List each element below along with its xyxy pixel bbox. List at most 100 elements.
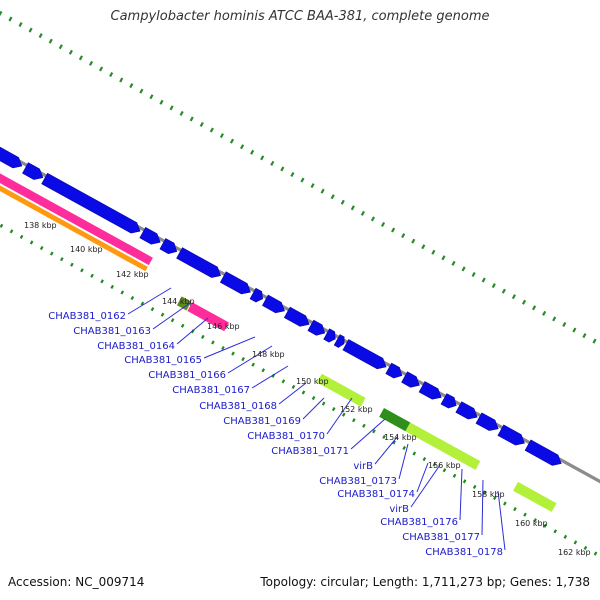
outer-tick: [139, 88, 144, 94]
outer-tick: [441, 255, 446, 261]
gene-labels: CHAB381_0162 CHAB381_0163 CHAB381_0164 CHAB…: [48, 311, 503, 558]
gene-label: CHAB381_0169: [223, 416, 301, 427]
forward-gene: [283, 306, 310, 327]
forward-gene: [159, 238, 178, 255]
outer-tick: [310, 183, 315, 189]
label-leader: [481, 479, 484, 536]
scale-tick: [231, 351, 235, 356]
outer-tick: [99, 66, 104, 72]
outer-tick: [511, 294, 516, 300]
scale-tick: [29, 240, 34, 245]
feature-lime-1: [317, 373, 366, 407]
scale-tick: [553, 529, 558, 534]
label-leader: [127, 287, 172, 315]
scale-tick: [583, 545, 588, 551]
scale-tick: [80, 268, 84, 273]
feature-magenta-short: [187, 302, 229, 332]
outer-tick: [290, 171, 295, 177]
scale-tick: [372, 429, 376, 434]
scale-tick: [412, 451, 417, 456]
forward-gene: [440, 393, 457, 409]
forward-gene: [342, 339, 387, 370]
scale-tick: [503, 501, 507, 506]
scale-tick: [442, 468, 447, 473]
forward-gene: [41, 172, 141, 234]
scale-tick: [493, 495, 497, 501]
forward-gene: [385, 362, 403, 379]
scale-tick: [593, 551, 598, 556]
scale-tick: [513, 507, 517, 512]
gene-label: CHAB381_0178: [425, 547, 503, 558]
label-leader: [326, 397, 353, 435]
label-leader: [278, 382, 307, 405]
forward-gene: [497, 424, 525, 446]
outer-tick: [521, 299, 527, 305]
outer-tick: [562, 321, 567, 327]
outer-tick: [0, 10, 3, 16]
label-leader: [251, 365, 289, 389]
accession-text: Accession: NC_009714: [8, 575, 145, 589]
scale-tick: [120, 290, 125, 295]
gene-label: CHAB381_0163: [73, 326, 151, 337]
scale-ring: [0, 223, 598, 556]
feature-tracks: [0, 173, 557, 512]
map-title: Campylobacter hominis ATCC BAA-381, comp…: [110, 9, 490, 24]
gene-label: CHAB381_0177: [402, 532, 480, 543]
feature-magenta-long: [0, 173, 153, 266]
outer-tick: [119, 77, 124, 83]
kbp-label: 162 kbp: [558, 548, 591, 557]
scale-tick: [573, 540, 578, 545]
label-leader: [227, 345, 273, 374]
forward-gene: [401, 371, 420, 388]
forward-gene: [475, 412, 499, 431]
forward-gene: [455, 401, 478, 420]
gene-label: virB: [389, 504, 409, 515]
scale-tick: [402, 445, 407, 451]
outer-tick: [431, 249, 436, 255]
feature-lime-3: [513, 481, 557, 512]
kbp-label: 152 kbp: [340, 405, 373, 414]
outer-tick: [592, 338, 597, 344]
outer-tick: [179, 110, 184, 116]
scale-tick: [452, 473, 457, 478]
outer-tick: [129, 83, 134, 89]
forward-gene: [418, 381, 442, 400]
scale-tick: [382, 434, 386, 439]
outer-tick: [109, 72, 114, 78]
feature-olive: [176, 296, 192, 311]
kbp-label: 138 kbp: [24, 221, 57, 230]
outer-tick: [330, 194, 335, 200]
forward-gene: [333, 334, 345, 348]
forward-gene: [261, 294, 285, 314]
outer-tick: [411, 238, 416, 244]
label-leader: [152, 302, 191, 330]
scale-tick: [563, 534, 568, 539]
scale-tick: [49, 251, 54, 256]
outer-tick: [401, 233, 406, 239]
kbp-label: 142 kbp: [116, 270, 149, 279]
outer-tick: [532, 305, 537, 311]
scale-tick: [110, 284, 114, 289]
outer-tick: [280, 166, 285, 172]
label-leader: [416, 462, 429, 493]
outer-tick: [552, 316, 557, 322]
outer-tick: [48, 38, 53, 44]
gene-label: CHAB381_0171: [271, 446, 349, 457]
label-leader: [497, 490, 506, 551]
outer-tick: [491, 283, 496, 289]
gene-label: CHAB381_0166: [148, 370, 226, 381]
scale-tick: [301, 390, 306, 395]
outer-tick: [260, 155, 265, 161]
scale-tick: [211, 340, 215, 345]
outer-tick: [350, 205, 355, 211]
gene-label: CHAB381_0164: [97, 341, 175, 352]
label-leader: [176, 317, 209, 345]
outer-tick: [572, 327, 577, 333]
forward-gene: [249, 287, 264, 303]
outer-tick: [219, 133, 224, 139]
outer-tick: [189, 116, 194, 122]
kbp-labels: 138 kbp 140 kbp 142 kbp 144 kbp 146 kbp 148 k…: [24, 221, 591, 557]
scale-tick: [291, 384, 296, 389]
scale-tick: [472, 484, 477, 489]
outer-tick: [300, 177, 305, 183]
